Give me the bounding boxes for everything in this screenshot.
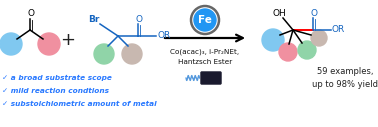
Text: +: +: [60, 31, 76, 49]
FancyBboxPatch shape: [200, 72, 222, 84]
Text: ✓ substoichiometric amount of metal: ✓ substoichiometric amount of metal: [2, 101, 156, 107]
Circle shape: [194, 9, 216, 31]
Circle shape: [94, 44, 114, 64]
Circle shape: [311, 30, 327, 46]
Circle shape: [122, 44, 142, 64]
Text: ✓ mild reaction condtions: ✓ mild reaction condtions: [2, 88, 109, 94]
Text: OR: OR: [332, 26, 345, 35]
Text: O: O: [135, 15, 143, 25]
Text: OR: OR: [157, 31, 170, 41]
Circle shape: [191, 6, 219, 34]
Circle shape: [279, 43, 297, 61]
Circle shape: [0, 33, 22, 55]
Circle shape: [38, 33, 60, 55]
Text: O: O: [310, 10, 318, 19]
Text: O: O: [28, 10, 34, 19]
Text: ✓ a broad substrate scope: ✓ a broad substrate scope: [2, 75, 112, 81]
Text: 59 examples,
up to 98% yield: 59 examples, up to 98% yield: [312, 67, 378, 89]
Circle shape: [262, 29, 284, 51]
Text: OH: OH: [272, 9, 286, 18]
Text: Hantzsch Ester: Hantzsch Ester: [178, 59, 232, 65]
Text: Br: Br: [88, 15, 100, 25]
Text: Co(acac)₃, i-Pr₂NEt,: Co(acac)₃, i-Pr₂NEt,: [170, 49, 240, 55]
Circle shape: [298, 41, 316, 59]
Text: Fe: Fe: [198, 15, 212, 25]
